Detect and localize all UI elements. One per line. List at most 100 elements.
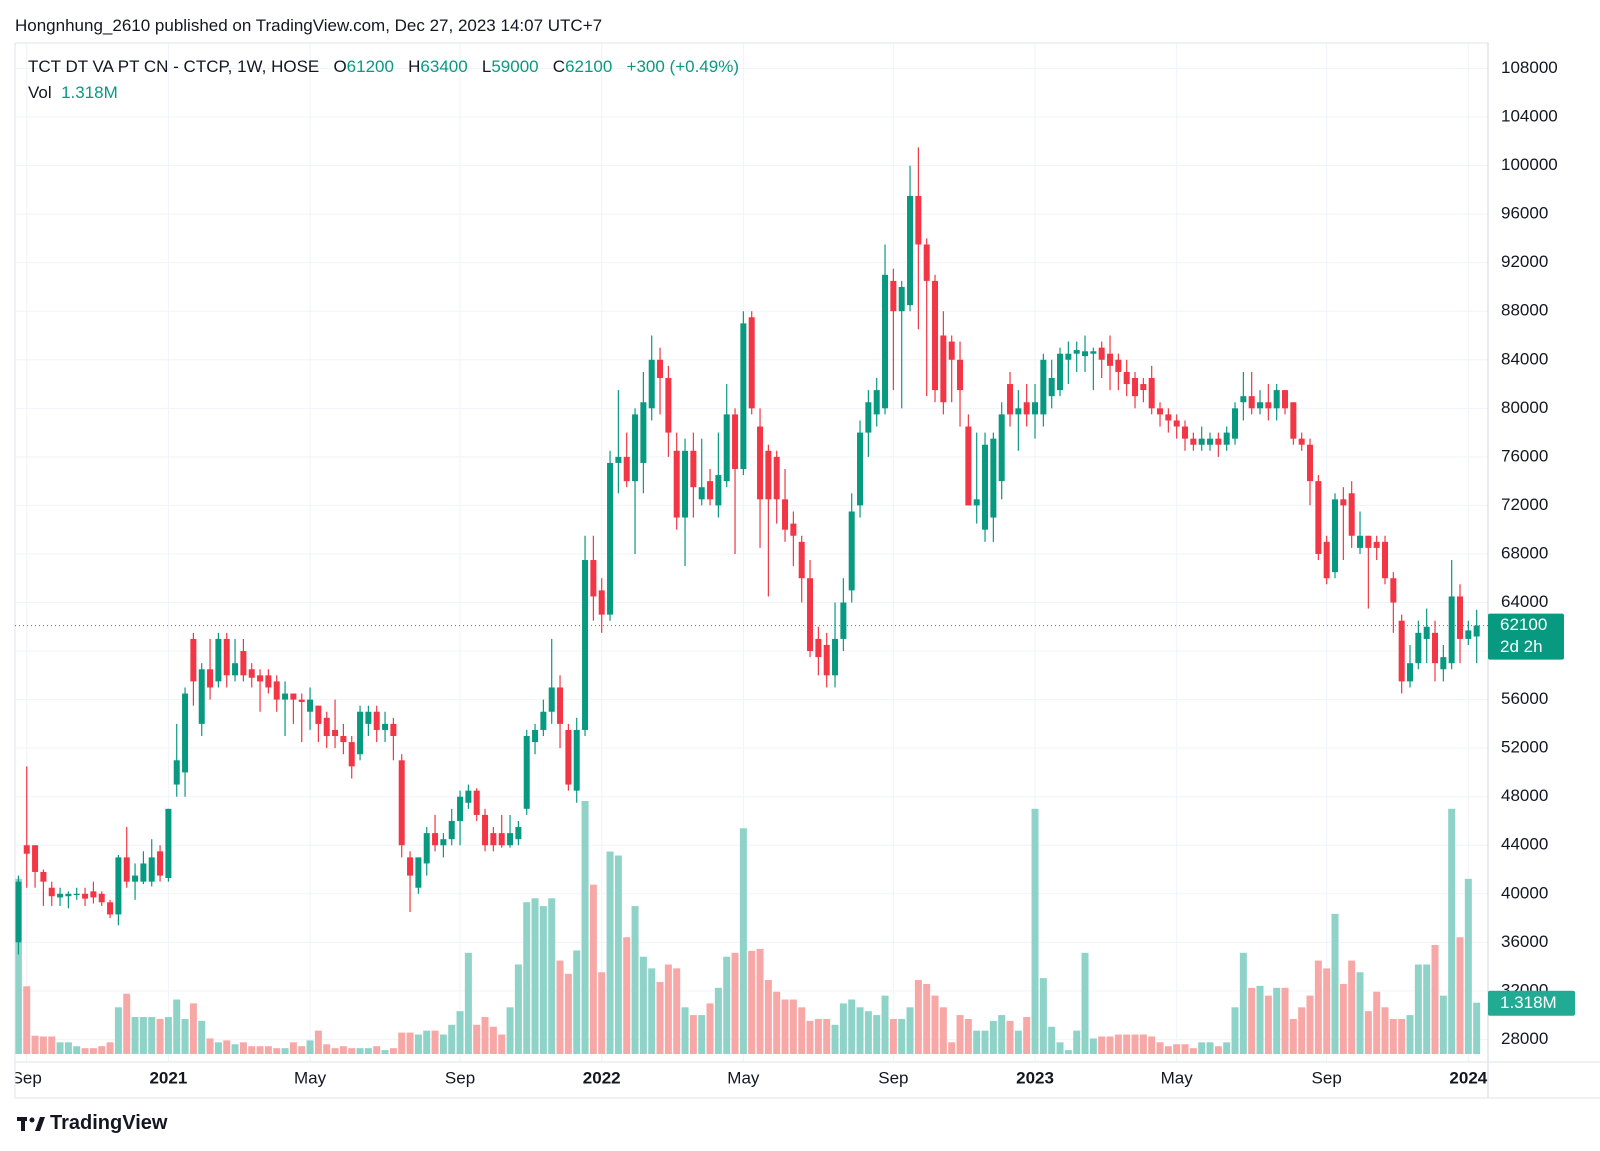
candle-body xyxy=(190,638,197,682)
volume-bar xyxy=(789,999,797,1054)
volume-bar xyxy=(773,991,781,1054)
volume-bar xyxy=(639,956,647,1054)
y-tick-label: 44000 xyxy=(1501,835,1548,854)
volume-bar xyxy=(548,898,556,1054)
candle-body xyxy=(1190,438,1197,445)
candle-body xyxy=(715,475,722,506)
y-tick-label: 104000 xyxy=(1501,107,1558,126)
volume-bar xyxy=(848,999,856,1054)
volume-bar xyxy=(314,1030,322,1054)
volume-bar xyxy=(1189,1048,1197,1054)
volume-bar xyxy=(1273,987,1281,1054)
candle-body xyxy=(173,760,180,785)
y-tick-label: 88000 xyxy=(1501,301,1548,320)
candle-body xyxy=(1007,384,1014,415)
candle-body xyxy=(457,796,464,821)
volume-bar xyxy=(531,898,539,1054)
y-tick-label: 100000 xyxy=(1501,155,1558,174)
volume-bar xyxy=(473,1024,481,1054)
volume-bar xyxy=(1081,952,1089,1054)
volume-bar xyxy=(481,1017,489,1054)
candle-body xyxy=(873,390,880,415)
volume-bar xyxy=(1023,1017,1031,1054)
volume-badge-value: 1.318M xyxy=(1500,993,1557,1012)
volume-bar xyxy=(1056,1042,1064,1054)
volume-bar xyxy=(323,1044,331,1054)
candle-body xyxy=(1473,625,1480,637)
price-badge-countdown: 2d 2h xyxy=(1500,637,1543,656)
candle-body xyxy=(257,675,264,682)
volume-bar xyxy=(589,884,597,1054)
volume-bar xyxy=(1306,995,1314,1054)
volume-bar xyxy=(1364,1011,1372,1054)
candle-body xyxy=(298,699,305,703)
volume-bar xyxy=(631,906,639,1054)
candle-body xyxy=(265,675,272,688)
volume-pane xyxy=(14,801,1481,1054)
volume-bar xyxy=(1431,945,1439,1054)
volume-bar xyxy=(781,999,789,1054)
volume-bar xyxy=(1231,1007,1239,1054)
candle-body xyxy=(407,857,414,876)
candle-body xyxy=(240,651,247,676)
candle-body xyxy=(1215,438,1222,445)
volume-bar xyxy=(1156,1042,1164,1054)
volume-bar xyxy=(764,980,772,1054)
x-tick-label: 2022 xyxy=(583,1068,621,1087)
volume-bar xyxy=(1131,1034,1139,1054)
volume-bar xyxy=(514,964,522,1054)
candle-body xyxy=(1440,657,1447,670)
volume-bar xyxy=(1064,1050,1072,1054)
volume-bar xyxy=(973,1030,981,1054)
candle-body xyxy=(857,432,864,506)
candle-body xyxy=(332,729,339,737)
volume-bar xyxy=(1173,1044,1181,1054)
volume-bar xyxy=(1423,964,1431,1054)
x-tick-label: 2024 xyxy=(1449,1068,1487,1087)
volume-bar xyxy=(939,1007,947,1054)
volume-bar xyxy=(573,950,581,1054)
candle-body xyxy=(798,541,805,579)
candle-body xyxy=(548,687,555,712)
candle-body xyxy=(632,414,639,482)
volume-bar xyxy=(664,964,672,1054)
x-tick-label: May xyxy=(1161,1068,1194,1087)
candle-body xyxy=(73,893,80,896)
x-axis: Sep 2021 May Sep 2022 May Sep 2023 May Sep 2024 xyxy=(15,1068,1488,1087)
volume-bar xyxy=(1006,1020,1014,1054)
volume-bar xyxy=(164,1017,172,1054)
volume-bar xyxy=(1256,985,1264,1054)
volume-bar xyxy=(1356,972,1364,1054)
volume-bar xyxy=(714,987,722,1054)
volume-bar xyxy=(223,1040,231,1054)
volume-bar xyxy=(1406,1015,1414,1054)
volume-bar xyxy=(489,1026,497,1054)
publish-info: Hongnhung_2610 published on TradingView.… xyxy=(15,16,603,35)
candle-body xyxy=(1273,390,1280,409)
volume-bar xyxy=(331,1048,339,1054)
candle-body xyxy=(1132,377,1139,397)
candle-body xyxy=(123,857,130,882)
volume-bar xyxy=(298,1046,306,1054)
volume-bar xyxy=(581,801,589,1054)
volume-bar xyxy=(1123,1034,1131,1054)
candle-body xyxy=(1298,438,1305,445)
volume-badge xyxy=(1488,990,1575,1016)
candle-body xyxy=(1315,481,1322,554)
candle-body xyxy=(773,456,780,500)
volume-bar xyxy=(448,1024,456,1054)
candle-body xyxy=(1465,630,1472,639)
volume-name: Vol xyxy=(28,83,52,102)
ohlc-legend: TCT DT VA PT CN - CTCP, 1W, HOSE O61200 … xyxy=(28,57,739,77)
volume-bar xyxy=(206,1038,214,1054)
volume-bar xyxy=(1073,1030,1081,1054)
volume-bar xyxy=(231,1044,239,1054)
volume-bar xyxy=(1373,991,1381,1054)
volume-bar xyxy=(1014,1030,1022,1054)
volume-bar xyxy=(839,1003,847,1054)
volume-bar xyxy=(798,1007,806,1054)
volume-bar xyxy=(373,1046,381,1054)
volume-bar xyxy=(439,1034,447,1054)
y-tick-label: 52000 xyxy=(1501,738,1548,757)
candle-body xyxy=(1098,347,1105,360)
